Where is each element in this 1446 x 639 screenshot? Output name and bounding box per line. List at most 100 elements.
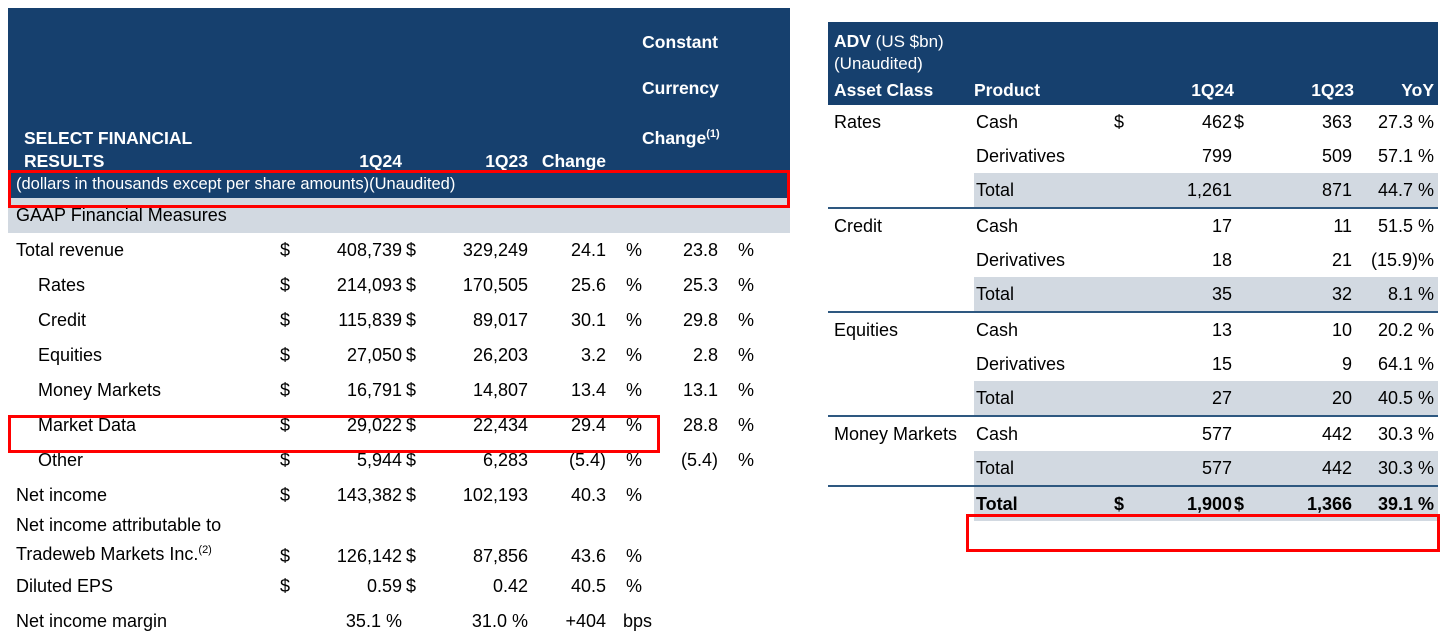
adv-yoy: 27.3 % <box>1377 111 1434 132</box>
net-income-margin-change-unit: bps <box>622 610 652 631</box>
adv-value-1q23: 363 <box>1321 111 1352 132</box>
row-value-1q24: 27,050 <box>346 344 402 365</box>
adv-currency-1q23 <box>1234 381 1262 415</box>
row-currency-1q23: $ <box>406 449 417 470</box>
adv-table-row: Total 1,261 871 44.7 % <box>828 173 1438 207</box>
col-header-asset-class: Asset Class <box>834 79 934 100</box>
col-header-1q23: 1Q23 <box>485 150 528 171</box>
adv-table-row: Derivatives 15 9 64.1 % <box>828 347 1438 381</box>
adv-value-1q23: 11 <box>1333 215 1352 236</box>
table-row: Rates $214,093 $170,505 25.6% 25.3% <box>8 268 790 303</box>
adv-table-row: Total 35 32 8.1 % <box>828 277 1438 311</box>
row-cc-change: 23.8 <box>682 239 718 260</box>
adv-grand-total-asset-class <box>828 487 974 521</box>
adv-grand-total-currency-1q24: $ <box>1114 487 1142 521</box>
adv-grand-total-label: Total <box>974 487 1114 521</box>
table-row-net-income-margin: Net income margin 35.1 % 31.0 % +404 bps <box>8 604 790 639</box>
adv-value-1q24: 799 <box>1201 145 1232 166</box>
adv-currency-1q23 <box>1234 243 1262 277</box>
adv-value-1q23: 32 <box>1262 277 1354 311</box>
adv-currency-1q24: $ <box>1114 111 1125 132</box>
row-value-1q24: 29,022 <box>346 414 402 435</box>
adv-asset-class <box>828 243 974 277</box>
row-change-unit: % <box>625 379 642 400</box>
row-change: 29.4 <box>570 414 606 435</box>
row-label: Net income <box>16 484 108 505</box>
adv-grand-total-row: Total $1,900 $1,366 39.1 % <box>828 485 1438 521</box>
diluted-eps-currency-1q23: $ <box>406 575 417 596</box>
adv-value-1q24: 577 <box>1201 423 1232 444</box>
adv-title-line2: (Unaudited) <box>834 54 923 73</box>
adv-table-row: Total 577 442 30.3 % <box>828 451 1438 485</box>
adv-value-1q23: 20 <box>1262 381 1354 415</box>
row-value-1q24: 408,739 <box>336 239 402 260</box>
row-currency-1q24: $ <box>280 239 291 260</box>
adv-title-rest: (US $bn) <box>870 32 944 51</box>
col-header-adv-1q23: 1Q23 <box>1311 79 1354 100</box>
adv-yoy: 64.1 % <box>1377 353 1434 374</box>
adv-product: Cash <box>976 319 1019 340</box>
adv-asset-class <box>828 139 974 173</box>
row-cc-change-unit: % <box>737 344 754 365</box>
adv-product: Derivatives <box>976 145 1066 166</box>
left-table-header: SELECT FINANCIAL RESULTS 1Q24 1Q23 Chang… <box>8 8 790 198</box>
left-table-subtitle: (dollars in thousands except per share a… <box>16 174 456 193</box>
adv-table: ADV (US $bn) (Unaudited) Asset Class Pro… <box>828 22 1438 521</box>
diluted-eps-change: 40.5 <box>570 575 606 596</box>
adv-currency-1q23 <box>1234 417 1262 451</box>
col-header-adv-1q24: 1Q24 <box>1191 79 1234 100</box>
left-table-body: Total revenue $408,739 $329,249 24.1% 23.8% R… <box>8 233 790 513</box>
row-label: Money Markets <box>38 379 162 400</box>
row-cc-change: 25.3 <box>682 274 718 295</box>
table-row: Market Data $29,022 $22,434 29.4% 28.8% <box>8 408 790 443</box>
row-change-unit: % <box>625 484 642 505</box>
adv-table-row: Credit Cash 17 11 51.5 % <box>828 207 1438 243</box>
row-value-1q23: 89,017 <box>472 309 528 330</box>
adv-value-1q24: 35 <box>1142 277 1234 311</box>
row-currency-1q23: $ <box>406 484 417 505</box>
tradeweb-change: 43.6 <box>570 545 606 566</box>
tradeweb-net-income-label: Net income attributable to Tradeweb Mark… <box>8 513 280 567</box>
adv-yoy: (15.9)% <box>1370 249 1434 270</box>
row-label: Equities <box>38 344 103 365</box>
row-change: 3.2 <box>580 344 606 365</box>
row-change-unit: % <box>625 344 642 365</box>
row-change: 30.1 <box>570 309 606 330</box>
table-row: Other $5,944 $6,283 (5.4)% (5.4)% <box>8 443 790 478</box>
adv-asset-class: Rates <box>834 111 882 132</box>
adv-yoy: 8.1 % <box>1354 277 1438 311</box>
adv-currency-1q24 <box>1114 277 1142 311</box>
financial-results-page: SELECT FINANCIAL RESULTS 1Q24 1Q23 Chang… <box>8 8 1440 631</box>
row-currency-1q23: $ <box>406 239 417 260</box>
adv-grand-total-currency-1q23: $ <box>1234 487 1262 521</box>
adv-value-1q24: 13 <box>1211 319 1232 340</box>
adv-currency-1q24 <box>1114 313 1142 347</box>
adv-table-row: Derivatives 18 21 (15.9)% <box>828 243 1438 277</box>
row-currency-1q23: $ <box>406 414 417 435</box>
col-header-yoy: YoY <box>1401 79 1434 100</box>
adv-yoy: 44.7 % <box>1354 173 1438 207</box>
col-header-product: Product <box>974 79 1041 100</box>
adv-table-body: Rates Cash $462 $363 27.3 % Derivatives 799 509… <box>828 105 1438 521</box>
adv-currency-1q24 <box>1114 173 1142 207</box>
adv-value-1q23: 10 <box>1331 319 1352 340</box>
adv-asset-class <box>828 451 974 485</box>
adv-table-row: Equities Cash 13 10 20.2 % <box>828 311 1438 347</box>
row-cc-change-unit: % <box>737 274 754 295</box>
row-currency-1q23: $ <box>406 274 417 295</box>
adv-product: Total <box>974 277 1114 311</box>
adv-grand-total-value-1q23: 1,366 <box>1262 487 1354 521</box>
adv-yoy: 20.2 % <box>1377 319 1434 340</box>
col-header-change: Change <box>541 150 606 171</box>
row-label: Total revenue <box>16 239 125 260</box>
cc-footnote-marker: (1) <box>706 128 720 140</box>
adv-currency-1q23: $ <box>1234 111 1245 132</box>
row-change: 25.6 <box>570 274 606 295</box>
row-value-1q24: 5,944 <box>356 449 402 470</box>
net-income-margin-value-1q24: 35.1 % <box>345 610 402 631</box>
row-currency-1q24: $ <box>280 449 291 470</box>
adv-yoy: 30.3 % <box>1354 451 1438 485</box>
adv-grand-total-yoy: 39.1 % <box>1354 487 1438 521</box>
row-value-1q23: 22,434 <box>472 414 528 435</box>
tradeweb-footnote-marker: (2) <box>198 543 212 556</box>
